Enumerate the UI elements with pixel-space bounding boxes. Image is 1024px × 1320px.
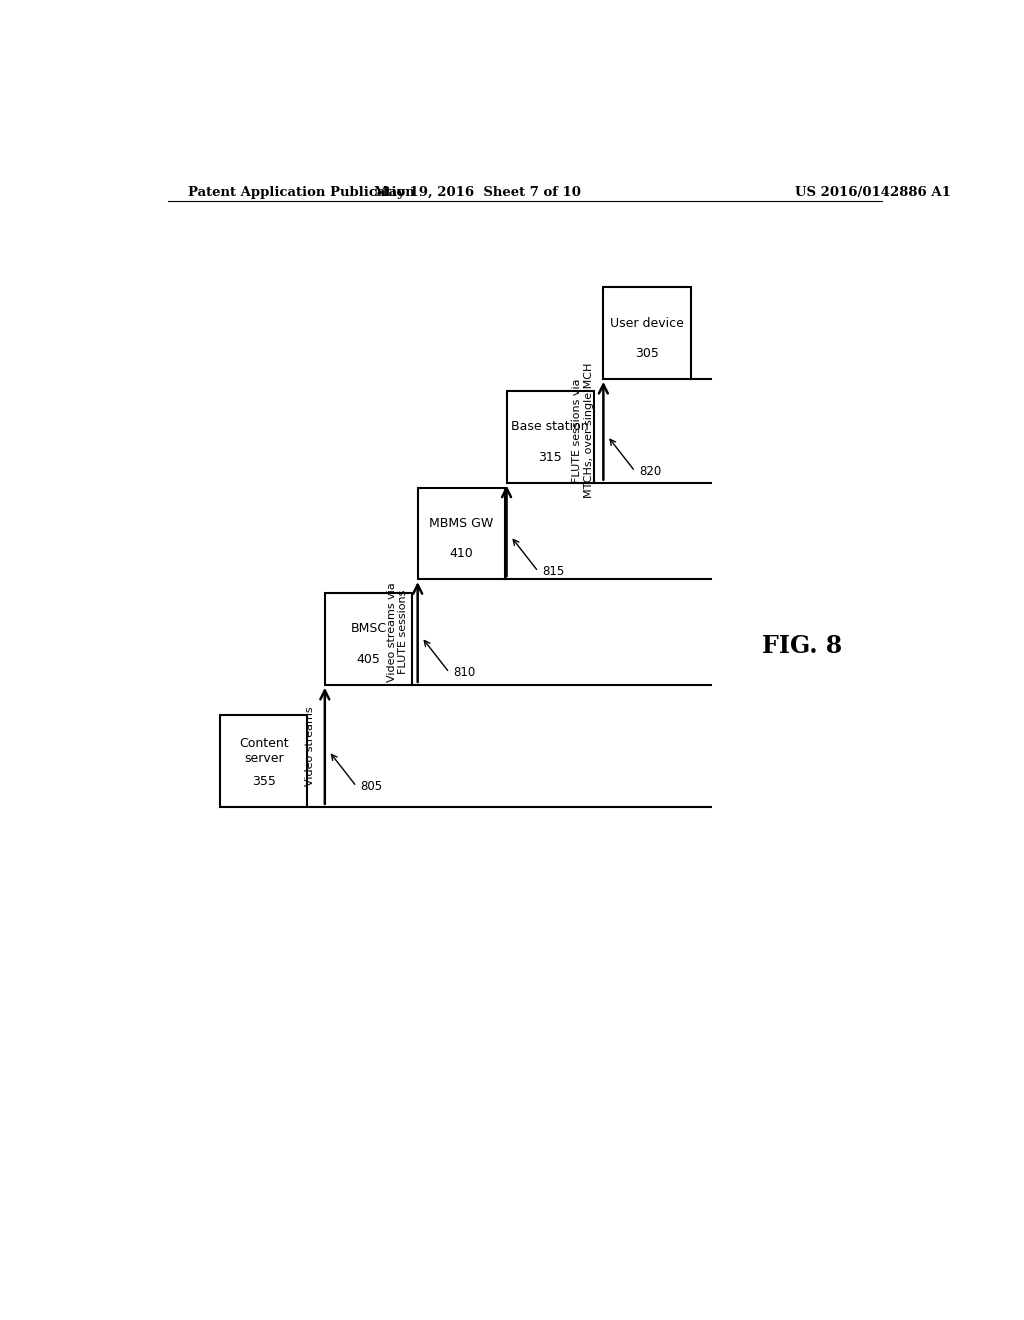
Text: 305: 305 [635, 347, 659, 360]
Text: User device: User device [610, 317, 684, 330]
Text: 820: 820 [639, 465, 662, 478]
Bar [418, 487, 505, 579]
Text: US 2016/0142886 A1: US 2016/0142886 A1 [795, 186, 950, 199]
Text: May 19, 2016  Sheet 7 of 10: May 19, 2016 Sheet 7 of 10 [374, 186, 581, 199]
Text: 805: 805 [360, 780, 383, 793]
Text: 815: 815 [543, 565, 564, 578]
Bar [603, 288, 690, 379]
Bar [507, 391, 594, 483]
Text: 315: 315 [539, 450, 562, 463]
Text: 410: 410 [450, 548, 473, 560]
Bar [325, 594, 412, 685]
Text: FIG. 8: FIG. 8 [763, 635, 843, 659]
Text: Content
server: Content server [239, 737, 289, 766]
Bar [220, 715, 307, 807]
Text: Patent Application Publication: Patent Application Publication [187, 186, 415, 199]
Text: 810: 810 [454, 667, 475, 680]
Text: Video streams via
FLUTE sessions: Video streams via FLUTE sessions [386, 582, 409, 682]
Text: Base station: Base station [511, 420, 589, 433]
Text: Video streams: Video streams [305, 706, 315, 785]
Text: FLUTE sessions via
MTCHs, over single MCH: FLUTE sessions via MTCHs, over single MC… [572, 363, 594, 499]
Text: BMSC: BMSC [350, 623, 386, 635]
Text: 355: 355 [252, 775, 275, 788]
Text: 405: 405 [356, 653, 380, 667]
Text: MBMS GW: MBMS GW [429, 517, 494, 529]
